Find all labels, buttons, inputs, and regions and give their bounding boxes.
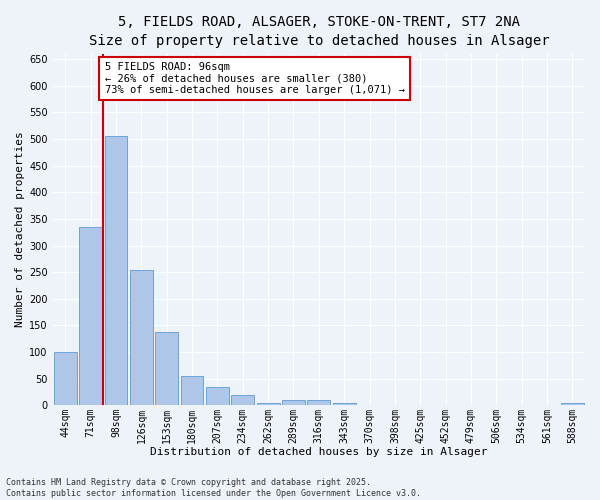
Bar	[104, 136, 127, 406]
Bar	[54, 352, 77, 406]
Bar	[232, 394, 254, 406]
Title: 5, FIELDS ROAD, ALSAGER, STOKE-ON-TRENT, ST7 2NA
Size of property relative to de: 5, FIELDS ROAD, ALSAGER, STOKE-ON-TRENT,…	[89, 15, 549, 48]
Bar	[307, 400, 330, 406]
Bar	[206, 386, 229, 406]
Bar	[282, 400, 305, 406]
Bar	[257, 402, 280, 406]
Text: 5 FIELDS ROAD: 96sqm
← 26% of detached houses are smaller (380)
73% of semi-deta: 5 FIELDS ROAD: 96sqm ← 26% of detached h…	[104, 62, 404, 95]
Bar	[155, 332, 178, 406]
Bar	[561, 403, 584, 406]
Bar	[333, 402, 356, 406]
Bar	[181, 376, 203, 406]
Bar	[79, 227, 102, 406]
Bar	[130, 270, 153, 406]
X-axis label: Distribution of detached houses by size in Alsager: Distribution of detached houses by size …	[150, 448, 488, 458]
Text: Contains HM Land Registry data © Crown copyright and database right 2025.
Contai: Contains HM Land Registry data © Crown c…	[6, 478, 421, 498]
Y-axis label: Number of detached properties: Number of detached properties	[15, 132, 25, 328]
